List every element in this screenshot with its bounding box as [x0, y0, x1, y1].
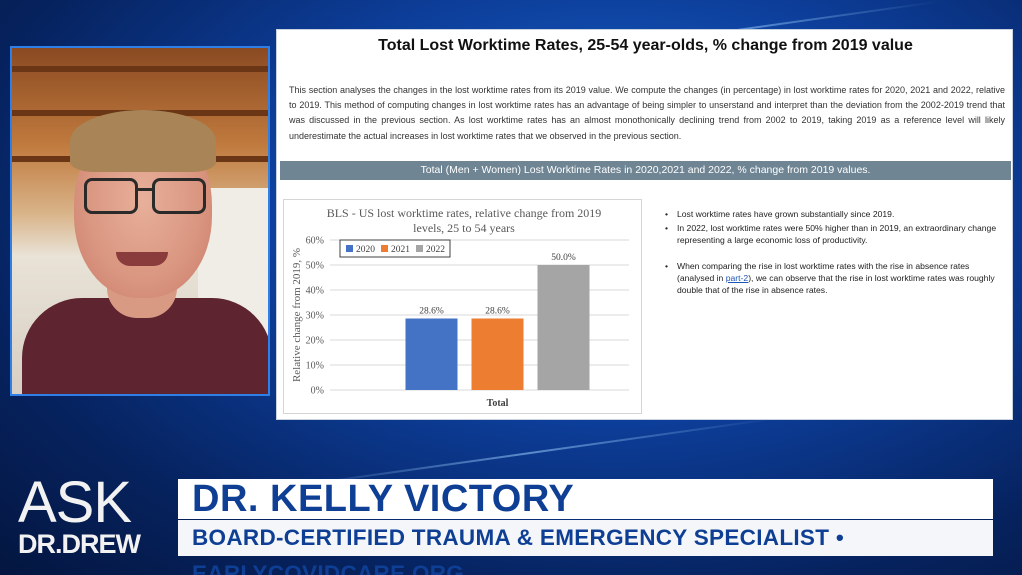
part-2-link[interactable]: part-2	[725, 273, 749, 283]
bar-2020	[405, 318, 458, 390]
x-category-label: Total	[487, 398, 509, 409]
legend-label: 2020	[356, 245, 375, 255]
slide-paragraph: This section analyses the changes in the…	[289, 85, 1005, 141]
finding-text: When comparing the rise in lost worktime…	[677, 261, 970, 283]
guest-credentials: BOARD-CERTIFIED TRAUMA & EMERGENCY SPECI…	[178, 520, 993, 575]
y-axis-label: Relative change from 2019, %	[291, 248, 303, 382]
y-tick-label: 20%	[306, 336, 324, 347]
ask-dr-drew-logo: ASK DR.DREW	[18, 470, 168, 560]
y-tick-label: 0%	[311, 386, 324, 397]
legend-swatch	[346, 245, 353, 252]
legend-swatch	[416, 245, 423, 252]
y-tick-label: 10%	[306, 361, 324, 372]
data-label: 50.0%	[551, 253, 576, 263]
y-tick-label: 60%	[306, 236, 324, 247]
y-tick-label: 50%	[306, 261, 324, 272]
finding-bullet: When comparing the rise in lost worktime…	[665, 260, 1005, 296]
bar-2021	[471, 318, 524, 390]
chart-title: BLS - US lost worktime rates, relative c…	[326, 206, 602, 235]
report-slide: Total Lost Worktime Rates, 25-54 year-ol…	[276, 29, 1013, 420]
webcam-video-feed	[10, 46, 270, 396]
chart-canvas: 0% 10% 20% 30% 40% 50% 60%Relative change from…	[291, 236, 629, 409]
y-tick-label: 40%	[306, 286, 324, 297]
legend-label: 2022	[426, 245, 445, 255]
y-tick-label: 30%	[306, 311, 324, 322]
guest-name: DR. KELLY VICTORY	[178, 479, 993, 519]
key-findings: Lost worktime rates have grown substanti…	[665, 208, 1005, 298]
finding-bullet: In 2022, lost worktime rates were 50% hi…	[665, 222, 1005, 246]
bar-2022	[537, 265, 590, 390]
legend-label: 2021	[391, 245, 410, 255]
legend-swatch	[381, 245, 388, 252]
finding-text: ), we can observe that the rise in lost …	[677, 273, 995, 295]
bar-chart: 0% 10% 20% 30% 40% 50% 60% Relative change from…	[283, 199, 642, 414]
data-label: 28.6%	[419, 307, 444, 317]
legend-box	[339, 239, 451, 258]
section-banner: Total (Men + Women) Lost Worktime Rates …	[280, 161, 1011, 180]
logo-ask-text: ASK	[18, 470, 132, 535]
data-label: 28.6%	[485, 307, 510, 317]
finding-bullet: Lost worktime rates have grown substanti…	[665, 208, 1005, 220]
logo-drdrew-text: DR.DREW	[18, 529, 141, 559]
slide-title: Total Lost Worktime Rates, 25-54 year-ol…	[378, 37, 913, 54]
